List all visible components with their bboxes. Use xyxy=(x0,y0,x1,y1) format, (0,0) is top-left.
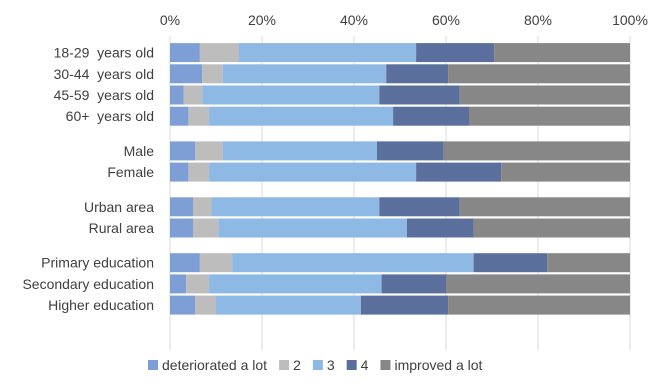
bar-segment xyxy=(170,43,200,63)
category-label: Male xyxy=(124,143,155,159)
bar-segment xyxy=(459,197,630,217)
bar-segment xyxy=(170,106,189,126)
bar-segment xyxy=(218,218,407,238)
bar-segment xyxy=(379,197,460,217)
legend-label: 4 xyxy=(361,357,369,373)
bar-segment xyxy=(416,162,502,182)
x-tick-labels: 0% 20% 40% 60% 80% 100% xyxy=(160,12,648,28)
bar-segment xyxy=(209,162,417,182)
bar-segment xyxy=(170,64,203,84)
category-label: 45-59 years old xyxy=(54,87,154,103)
bar-segment xyxy=(211,197,380,217)
bar-segment xyxy=(381,274,446,294)
x-tick-label: 80% xyxy=(524,12,552,28)
bar-segment xyxy=(494,43,630,63)
bars xyxy=(170,43,630,315)
bar-segment xyxy=(170,141,196,161)
bar-segment xyxy=(448,64,630,84)
bar-segment xyxy=(239,43,417,63)
bar-segment xyxy=(195,295,216,315)
x-tick-label: 0% xyxy=(160,12,180,28)
bar-segment xyxy=(386,64,449,84)
bar-segment xyxy=(186,274,210,294)
bar-segment xyxy=(448,295,630,315)
bar-segment xyxy=(202,64,223,84)
bar-segment xyxy=(232,253,474,273)
bar-segment xyxy=(188,106,210,126)
bar-segment xyxy=(199,43,239,63)
category-label: 18-29 years old xyxy=(54,45,154,61)
bar-segment xyxy=(202,85,380,105)
category-labels: 18-29 years old 30-44 years old 45-59 year… xyxy=(22,45,154,314)
legend-label: improved a lot xyxy=(394,357,482,373)
x-tick-label: 20% xyxy=(248,12,276,28)
bar-segment xyxy=(195,141,223,161)
legend-label: deteriorated a lot xyxy=(162,357,267,373)
category-label: Primary education xyxy=(41,255,154,271)
category-label: Urban area xyxy=(84,199,154,215)
bar-segment xyxy=(360,295,449,315)
legend-swatch xyxy=(148,360,158,370)
legend-swatch xyxy=(380,360,391,370)
bar-segment xyxy=(446,274,630,294)
bar-segment xyxy=(473,218,630,238)
x-tick-label: 40% xyxy=(340,12,368,28)
category-label: 30-44 years old xyxy=(54,66,154,82)
legend-label: 3 xyxy=(327,357,335,373)
bar-segment xyxy=(469,106,630,126)
category-label: 60+ years old xyxy=(66,108,154,124)
bar-segment xyxy=(379,85,460,105)
bar-segment xyxy=(416,43,495,63)
legend: deteriorated a lot 2 3 4 improved a lot xyxy=(148,357,483,373)
bar-segment xyxy=(209,106,394,126)
category-label: Female xyxy=(107,164,154,180)
bar-segment xyxy=(193,218,219,238)
bar-segment xyxy=(170,197,193,217)
legend-swatch xyxy=(279,360,290,370)
legend-swatch xyxy=(312,360,323,370)
bar-segment xyxy=(459,85,630,105)
bar-segment xyxy=(183,85,203,105)
legend-label: 2 xyxy=(293,357,301,373)
bar-segment xyxy=(377,141,444,161)
bar-segment xyxy=(222,64,387,84)
bar-segment xyxy=(199,253,233,273)
bar-segment xyxy=(222,141,377,161)
bar-segment xyxy=(547,253,630,273)
category-label: Higher education xyxy=(48,297,154,313)
bar-segment xyxy=(473,253,548,273)
bar-segment xyxy=(170,253,200,273)
bar-segment xyxy=(170,162,189,182)
bar-segment xyxy=(170,85,184,105)
bar-segment xyxy=(501,162,630,182)
bar-segment xyxy=(193,197,212,217)
category-label: Secondary education xyxy=(22,276,154,292)
bar-segment xyxy=(170,295,196,315)
bar-segment xyxy=(188,162,210,182)
x-tick-label: 100% xyxy=(612,12,648,28)
x-tick-label: 60% xyxy=(432,12,460,28)
legend-swatch xyxy=(346,360,357,370)
bar-segment xyxy=(216,295,361,315)
bar-segment xyxy=(443,141,630,161)
category-label: Rural area xyxy=(89,220,155,236)
bar-segment xyxy=(170,274,187,294)
bar-segment xyxy=(209,274,382,294)
bar-segment xyxy=(406,218,474,238)
bar-segment xyxy=(170,218,193,238)
bar-segment xyxy=(393,106,469,126)
